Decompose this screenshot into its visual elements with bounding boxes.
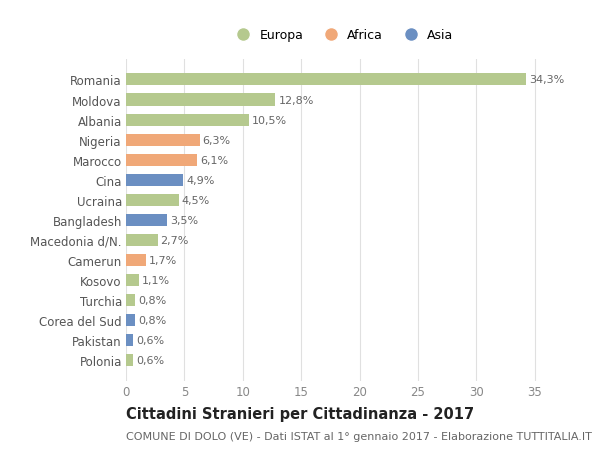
Bar bbox=[126, 114, 248, 126]
Bar bbox=[126, 174, 183, 186]
Bar bbox=[126, 94, 275, 106]
Bar bbox=[126, 214, 167, 226]
Text: 4,5%: 4,5% bbox=[181, 196, 210, 205]
Text: 6,1%: 6,1% bbox=[200, 155, 228, 165]
Bar bbox=[126, 294, 136, 306]
Text: 12,8%: 12,8% bbox=[278, 95, 314, 105]
Text: 1,1%: 1,1% bbox=[142, 275, 170, 285]
Text: Cittadini Stranieri per Cittadinanza - 2017: Cittadini Stranieri per Cittadinanza - 2… bbox=[126, 406, 474, 421]
Text: 0,8%: 0,8% bbox=[138, 295, 167, 305]
Text: COMUNE DI DOLO (VE) - Dati ISTAT al 1° gennaio 2017 - Elaborazione TUTTITALIA.IT: COMUNE DI DOLO (VE) - Dati ISTAT al 1° g… bbox=[126, 431, 592, 442]
Bar bbox=[126, 235, 158, 246]
Text: 3,5%: 3,5% bbox=[170, 215, 198, 225]
Bar bbox=[126, 154, 197, 166]
Text: 0,6%: 0,6% bbox=[136, 355, 164, 365]
Bar bbox=[126, 354, 133, 366]
Bar bbox=[126, 314, 136, 326]
Text: 34,3%: 34,3% bbox=[529, 75, 565, 85]
Bar bbox=[126, 274, 139, 286]
Text: 6,3%: 6,3% bbox=[202, 135, 230, 146]
Bar bbox=[126, 74, 526, 86]
Text: 4,9%: 4,9% bbox=[186, 175, 215, 185]
Text: 2,7%: 2,7% bbox=[160, 235, 189, 245]
Bar bbox=[126, 194, 179, 206]
Text: 0,8%: 0,8% bbox=[138, 315, 167, 325]
Text: 0,6%: 0,6% bbox=[136, 336, 164, 345]
Bar bbox=[126, 134, 200, 146]
Legend: Europa, Africa, Asia: Europa, Africa, Asia bbox=[226, 24, 458, 47]
Text: 1,7%: 1,7% bbox=[149, 255, 177, 265]
Bar bbox=[126, 334, 133, 347]
Bar bbox=[126, 254, 146, 266]
Text: 10,5%: 10,5% bbox=[251, 115, 287, 125]
